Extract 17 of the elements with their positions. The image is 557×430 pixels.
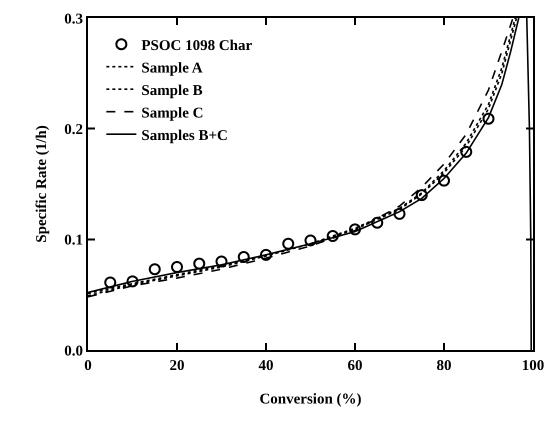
legend-label: Sample A <box>141 60 203 77</box>
x-axis-title: Conversion (%) <box>259 392 362 408</box>
x-tick-label: 100 <box>522 358 544 374</box>
x-tick-label: 60 <box>348 358 362 374</box>
y-tick-label: 0.1 <box>64 232 83 249</box>
legend-label: Samples B+C <box>141 128 228 144</box>
legend-label: Sample C <box>141 106 204 122</box>
x-tick-label: 40 <box>258 358 274 374</box>
y-axis-title: Specific Rate (1/h) <box>34 125 50 243</box>
x-tick-label: 0 <box>84 358 92 374</box>
y-tick-label: 0.3 <box>64 11 83 28</box>
x-tick-label: 20 <box>170 358 184 374</box>
y-tick-label: 0.0 <box>64 343 83 360</box>
legend-label: PSOC 1098 Char <box>141 38 253 54</box>
y-tick-label: 0.2 <box>64 122 83 138</box>
legend-label: Sample B <box>141 83 203 100</box>
x-tick-label: 80 <box>436 358 452 374</box>
